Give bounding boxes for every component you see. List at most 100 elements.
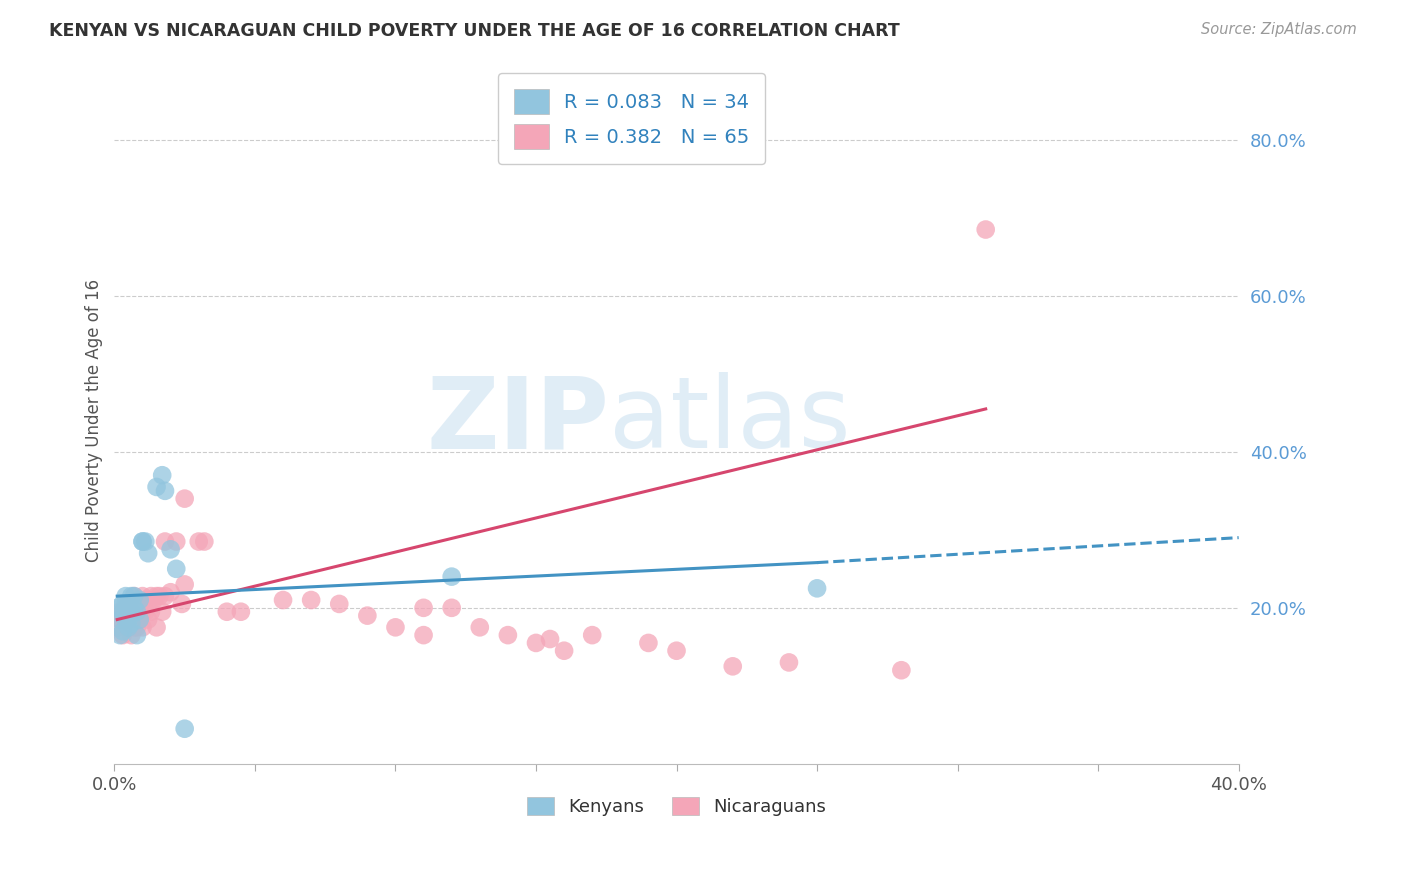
Point [496,628,519,642]
Point [108,613,131,627]
Point [384,620,406,634]
Point [440,600,463,615]
Point [114,616,136,631]
Point [229,605,252,619]
Point [120,589,142,603]
Point [778,656,800,670]
Point [117,620,139,634]
Point [721,659,744,673]
Text: Source: ZipAtlas.com: Source: ZipAtlas.com [1201,22,1357,37]
Point [134,593,156,607]
Point [134,605,156,619]
Point [128,613,150,627]
Point [128,597,150,611]
Point [131,589,153,603]
Y-axis label: Child Poverty Under the Age of 16: Child Poverty Under the Age of 16 [86,279,103,562]
Point [108,605,131,619]
Point [215,605,238,619]
Point [538,632,561,646]
Point [187,534,209,549]
Point [328,597,350,611]
Point [120,616,142,631]
Point [159,585,181,599]
Point [142,593,165,607]
Point [131,534,153,549]
Point [974,222,997,236]
Point [153,534,176,549]
Point [145,589,167,603]
Text: atlas: atlas [609,372,851,469]
Point [131,534,153,549]
Point [553,644,575,658]
Point [134,534,156,549]
Point [173,577,195,591]
Point [890,663,912,677]
Point [637,636,659,650]
Point [150,605,173,619]
Point [108,613,131,627]
Point [117,597,139,611]
Point [299,593,322,607]
Point [125,605,148,619]
Point [139,589,162,603]
Point [114,597,136,611]
Point [131,620,153,634]
Point [150,468,173,483]
Point [117,608,139,623]
Point [148,589,170,603]
Point [665,644,688,658]
Point [153,589,176,603]
Point [117,613,139,627]
Point [128,613,150,627]
Point [806,582,828,596]
Point [105,600,128,615]
Point [125,620,148,634]
Point [125,605,148,619]
Point [412,628,434,642]
Point [136,613,159,627]
Point [145,480,167,494]
Point [111,605,134,619]
Text: ZIP: ZIP [426,372,609,469]
Point [173,491,195,506]
Legend: Kenyans, Nicaraguans: Kenyans, Nicaraguans [520,789,834,823]
Point [120,605,142,619]
Point [125,628,148,642]
Point [440,569,463,583]
Point [356,608,378,623]
Point [524,636,547,650]
Point [117,605,139,619]
Point [120,628,142,642]
Point [114,600,136,615]
Point [111,608,134,623]
Point [105,620,128,634]
Point [122,589,145,603]
Point [122,620,145,634]
Point [117,597,139,611]
Point [193,534,215,549]
Point [271,593,294,607]
Point [108,628,131,642]
Point [111,628,134,642]
Point [581,628,603,642]
Point [111,624,134,639]
Point [122,600,145,615]
Point [120,600,142,615]
Point [111,597,134,611]
Point [136,546,159,560]
Point [120,613,142,627]
Point [173,722,195,736]
Point [114,613,136,627]
Point [122,605,145,619]
Point [159,542,181,557]
Point [145,620,167,634]
Point [170,597,193,611]
Point [153,483,176,498]
Point [165,562,187,576]
Point [139,605,162,619]
Point [114,589,136,603]
Point [165,534,187,549]
Point [122,589,145,603]
Point [128,593,150,607]
Point [136,593,159,607]
